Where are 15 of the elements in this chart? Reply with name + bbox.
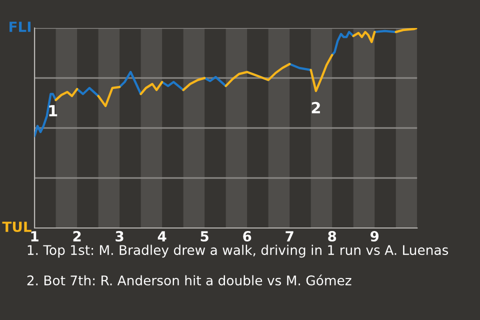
annotation: 2 [312,102,320,114]
annotation: 1 [49,105,58,116]
text: TUL [2,222,32,232]
x-tick-label: 1 [31,231,38,242]
text: 1. Top 1st: M. Bradley drew a walk, driving in 1 run vs A. Luenas [28,244,448,258]
x-tick-label: 8 [328,231,336,242]
x-tick-label: 4 [158,231,166,242]
x-tick-label: 7 [286,231,294,242]
x-tick-label: 9 [370,231,379,242]
x-tick-label: 3 [116,231,124,242]
text: FLI [10,22,30,32]
x-tick-label: 6 [243,231,252,242]
x-tick-label: 5 [200,231,208,242]
x-tick-label: 2 [73,231,81,242]
text: 2. Bot 7th: R. Anderson hit a double vs M. Gómez [27,274,352,286]
